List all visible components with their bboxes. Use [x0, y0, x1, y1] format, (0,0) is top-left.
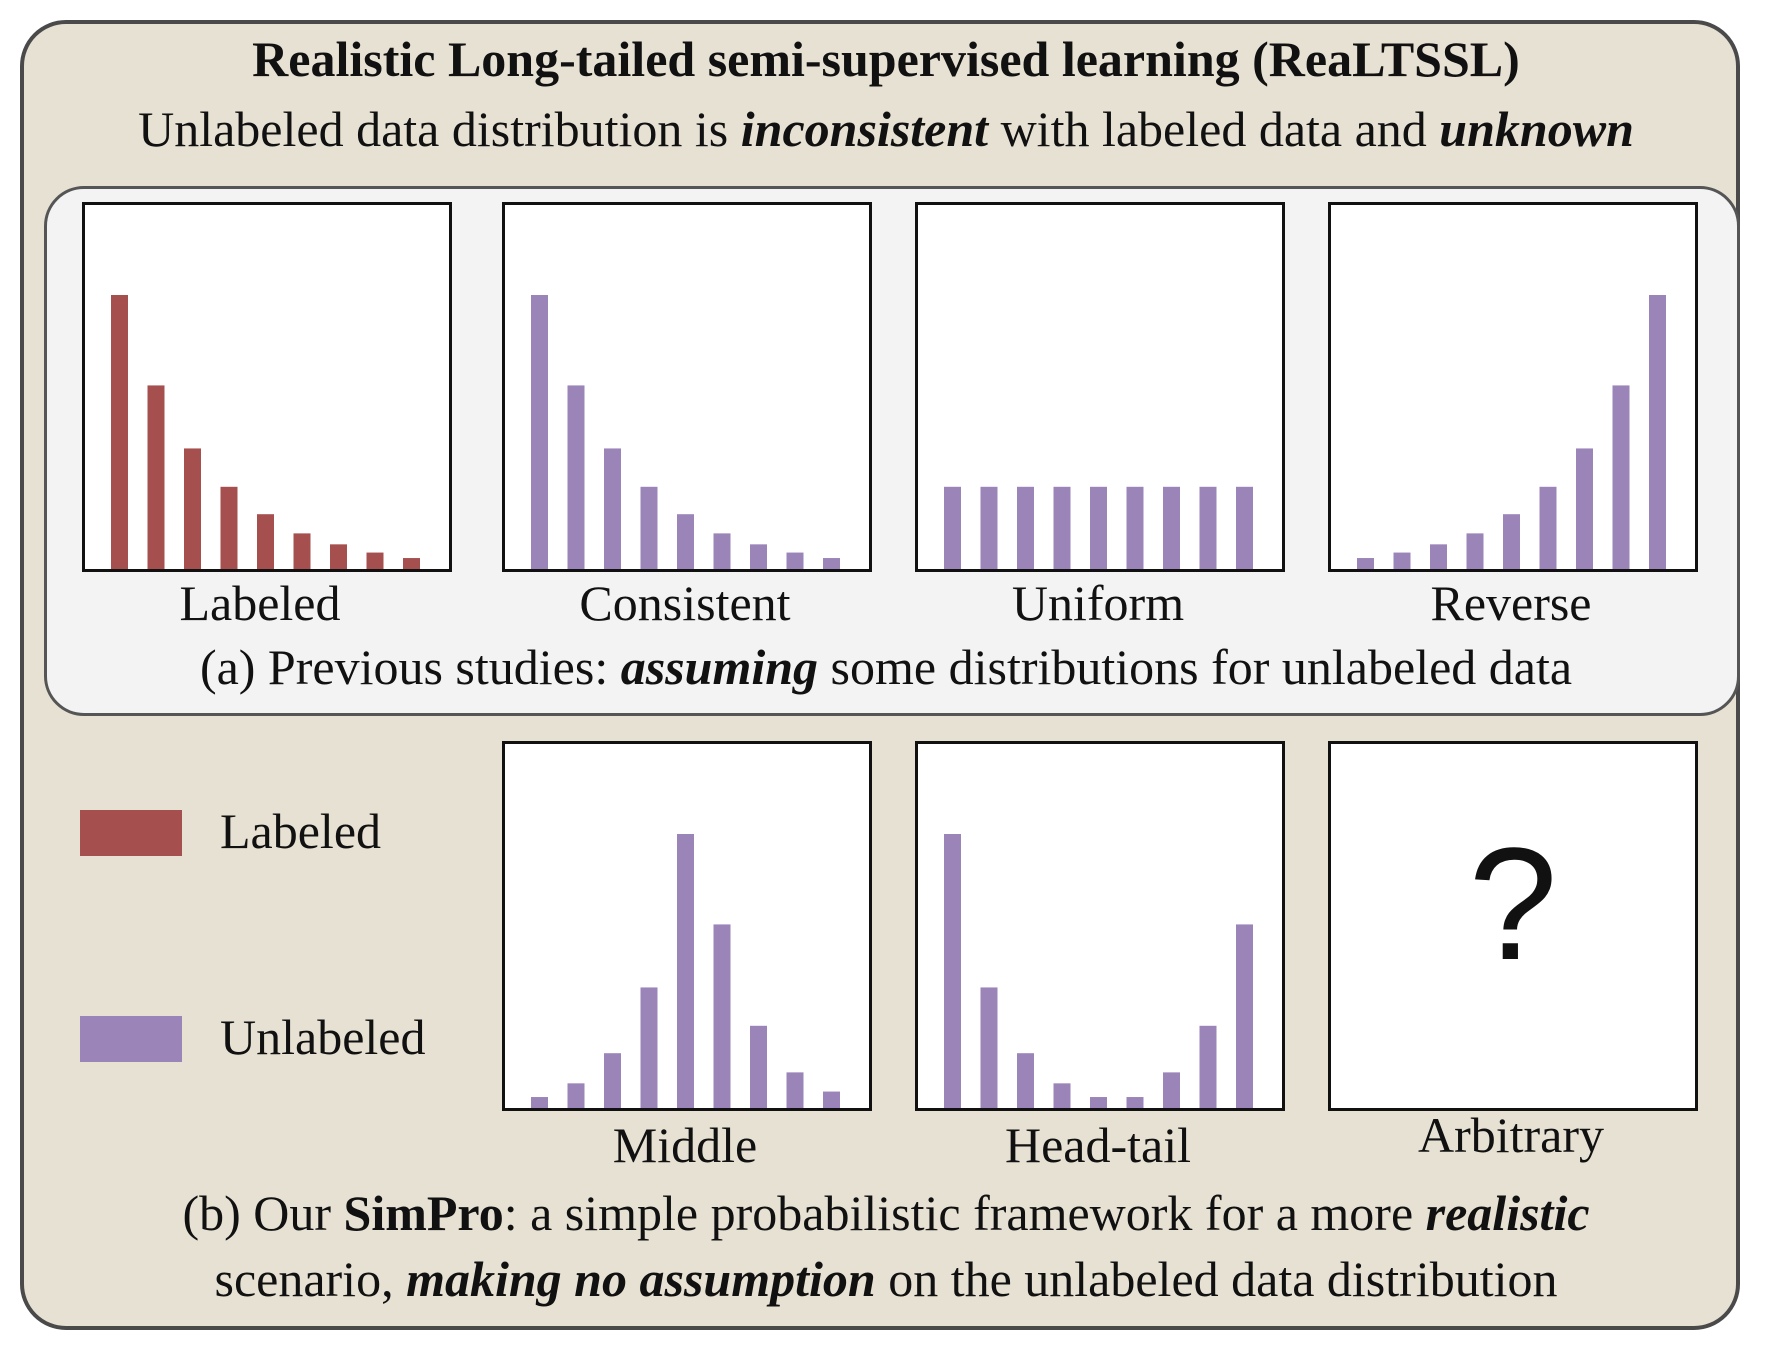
- chart-uniform-plot: [944, 486, 1253, 569]
- reverse-bar-6: [1539, 486, 1557, 569]
- subtitle-part1: Unlabeled data distribution is: [138, 101, 741, 157]
- uniform-bar-3: [1017, 486, 1034, 569]
- reverse-bar-9: [1649, 295, 1666, 569]
- middle-bar-6: [713, 924, 731, 1108]
- reverse-bar-4: [1466, 533, 1484, 569]
- uniform-bar-7: [1163, 486, 1180, 569]
- labeled-bar-1: [111, 295, 128, 569]
- caption-b-line2: scenario, making no assumption on the un…: [0, 1250, 1772, 1308]
- head-tail-bar-2: [980, 987, 998, 1108]
- labeled-bar-8: [366, 552, 384, 569]
- subtitle-part2: with labeled data and: [988, 101, 1440, 157]
- labeled-bar-2: [147, 385, 165, 569]
- labeled-bar-3: [184, 448, 201, 569]
- middle-bar-9: [823, 1091, 840, 1108]
- consistent-bar-1: [531, 295, 548, 569]
- head-tail-bar-1: [944, 834, 961, 1108]
- caption-b-line1-part2: : a simple probabilistic framework for a…: [503, 1185, 1426, 1241]
- chart-label-consistent: Consistent: [579, 575, 791, 631]
- labeled-bar-6: [293, 533, 311, 569]
- caption-b-simpro: SimPro: [343, 1185, 504, 1241]
- middle-bar-2: [567, 1083, 585, 1108]
- labeled-bar-5: [257, 514, 274, 569]
- legend-label-unlabeled: Unlabeled: [220, 1009, 426, 1065]
- chart-arbitrary: ?: [1328, 741, 1698, 1111]
- legend-swatch-labeled: [80, 810, 182, 856]
- chart-uniform: [915, 202, 1285, 572]
- subtitle-em-unknown: unknown: [1439, 101, 1634, 157]
- chart-middle-plot: [531, 834, 840, 1108]
- chart-reverse: [1328, 202, 1698, 572]
- reverse-bar-3: [1430, 544, 1447, 569]
- head-tail-bar-4: [1053, 1083, 1071, 1108]
- legend-swatch-unlabeled: [80, 1016, 182, 1062]
- middle-bar-1: [531, 1097, 548, 1108]
- reverse-bar-1: [1357, 558, 1374, 569]
- head-tail-bar-9: [1236, 924, 1253, 1108]
- middle-bar-8: [786, 1072, 804, 1108]
- head-tail-bar-6: [1126, 1097, 1144, 1108]
- chart-head-tail: [915, 741, 1285, 1111]
- middle-bar-4: [640, 987, 658, 1108]
- head-tail-bar-8: [1199, 1025, 1217, 1108]
- chart-label-labeled: Labeled: [179, 575, 341, 631]
- uniform-bar-9: [1236, 486, 1253, 569]
- middle-bar-7: [750, 1025, 767, 1108]
- head-tail-bar-5: [1090, 1097, 1107, 1108]
- labeled-bar-9: [403, 558, 420, 569]
- middle-bar-3: [604, 1053, 621, 1108]
- caption-a-em: assuming: [620, 639, 819, 695]
- chart-middle: [502, 741, 872, 1111]
- subtitle-em-inconsistent: inconsistent: [740, 101, 989, 157]
- caption-b-line2-part2: on the unlabeled data distribution: [875, 1251, 1558, 1307]
- uniform-bar-4: [1053, 486, 1071, 569]
- consistent-bar-7: [750, 544, 767, 569]
- labeled-bar-4: [220, 486, 238, 569]
- reverse-bar-8: [1612, 385, 1630, 569]
- head-tail-bar-3: [1017, 1053, 1034, 1108]
- uniform-bar-6: [1126, 486, 1144, 569]
- caption-b-em-no-assumption: making no assumption: [406, 1251, 876, 1307]
- chart-label-middle: Middle: [612, 1117, 758, 1173]
- caption-b-line1-part1: (b) Our: [182, 1185, 344, 1241]
- chart-label-reverse: Reverse: [1430, 575, 1592, 631]
- reverse-bar-7: [1576, 448, 1593, 569]
- caption-b-line2-part1: scenario,: [214, 1251, 407, 1307]
- chart-label-arbitrary: Arbitrary: [1417, 1107, 1605, 1163]
- caption-a-part2: some distributions for unlabeled data: [818, 639, 1573, 695]
- chart-head-tail-plot: [944, 834, 1253, 1108]
- consistent-bar-6: [713, 533, 731, 569]
- chart-consistent-plot: [531, 295, 840, 569]
- reverse-bar-5: [1503, 514, 1520, 569]
- consistent-bar-5: [677, 514, 694, 569]
- reverse-bar-2: [1393, 552, 1411, 569]
- chart-label-head-tail: Head-tail: [1004, 1117, 1191, 1173]
- consistent-bar-2: [567, 385, 585, 569]
- chart-labeled-plot: [111, 295, 420, 569]
- chart-label-uniform: Uniform: [1011, 575, 1185, 631]
- uniform-bar-5: [1090, 486, 1107, 569]
- caption-b-em-realistic: realistic: [1425, 1185, 1590, 1241]
- chart-consistent: [502, 202, 872, 572]
- legend-label-labeled: Labeled: [220, 803, 382, 859]
- uniform-bar-8: [1199, 486, 1217, 569]
- caption-a: (a) Previous studies: assuming some dist…: [0, 638, 1772, 696]
- figure-subtitle: Unlabeled data distribution is inconsist…: [0, 100, 1772, 158]
- question-mark-icon: ?: [1468, 814, 1558, 993]
- caption-b-line1: (b) Our SimPro: a simple probabilistic f…: [0, 1184, 1772, 1242]
- uniform-bar-2: [980, 486, 998, 569]
- head-tail-bar-7: [1163, 1072, 1180, 1108]
- labeled-bar-7: [330, 544, 347, 569]
- uniform-bar-1: [944, 486, 961, 569]
- figure-title: Realistic Long-tailed semi-supervised le…: [252, 31, 1520, 87]
- chart-labeled: [82, 202, 452, 572]
- consistent-bar-3: [604, 448, 621, 569]
- middle-bar-5: [677, 834, 694, 1108]
- consistent-bar-8: [786, 552, 804, 569]
- consistent-bar-4: [640, 486, 658, 569]
- caption-a-part1: (a) Previous studies:: [199, 639, 621, 695]
- chart-reverse-plot: [1357, 295, 1666, 569]
- consistent-bar-9: [823, 558, 840, 569]
